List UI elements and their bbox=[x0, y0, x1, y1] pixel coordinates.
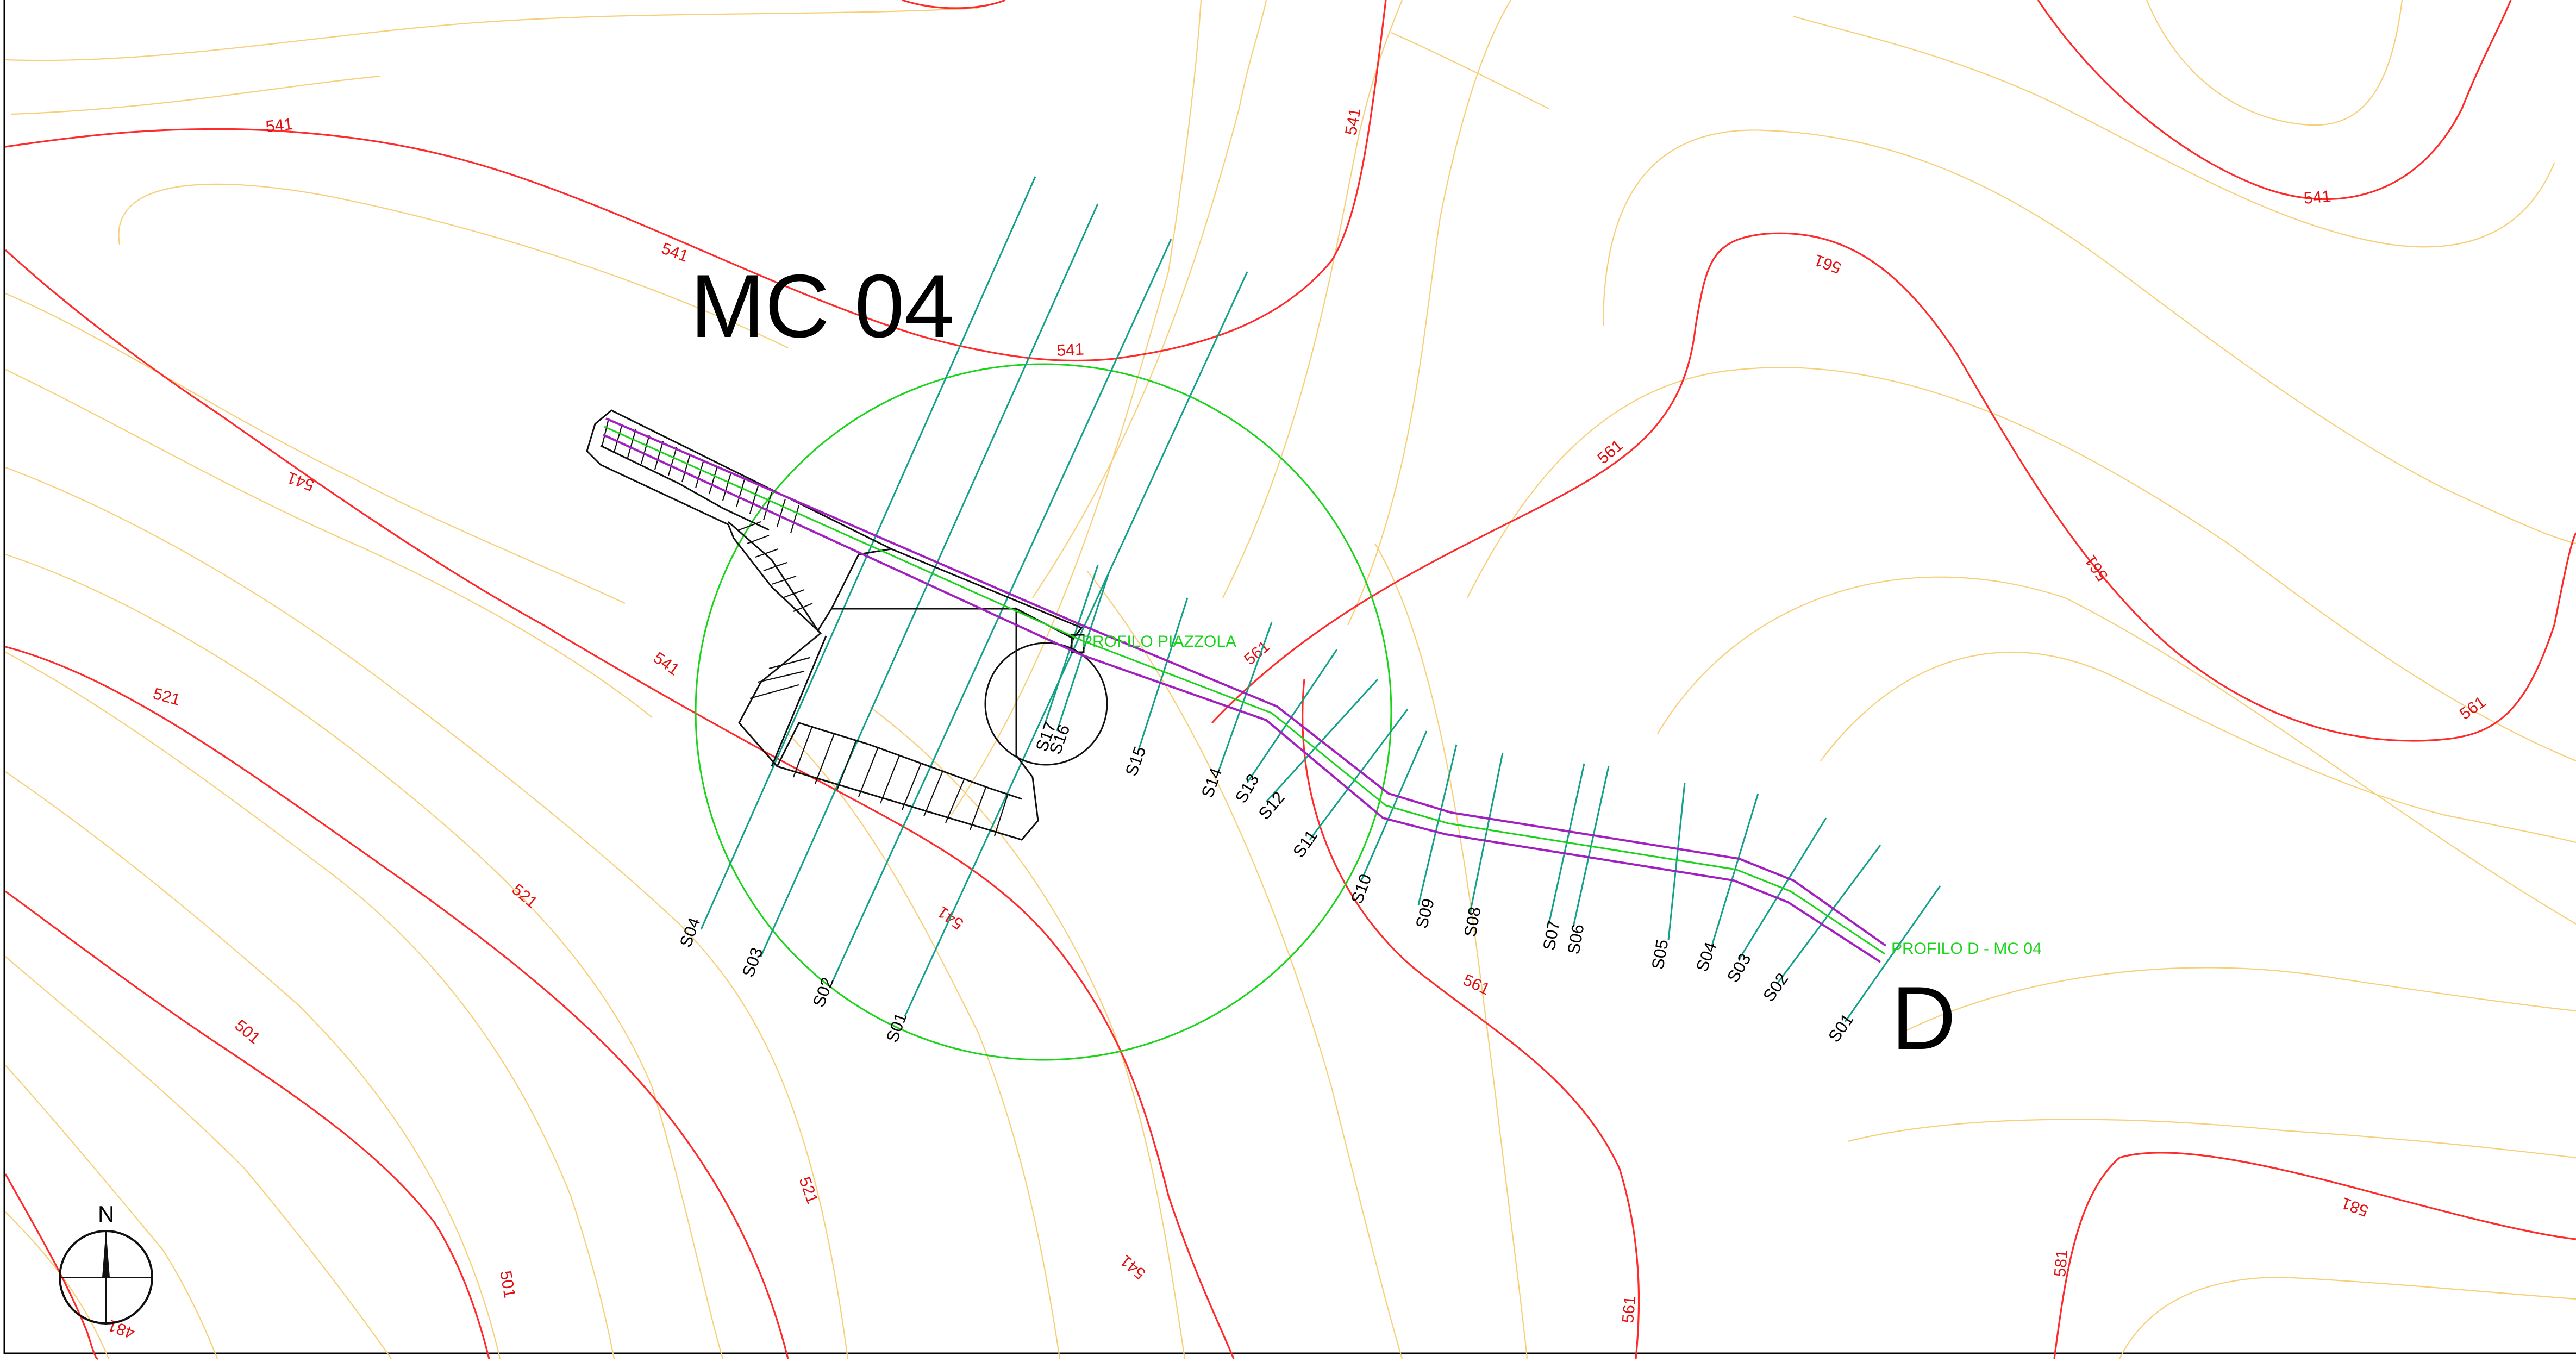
section-label: S02 bbox=[1759, 970, 1792, 1005]
section-label: S10 bbox=[1347, 872, 1375, 907]
section-label: S09 bbox=[1412, 896, 1438, 930]
section-label: S07 bbox=[1539, 919, 1563, 952]
platform-structure bbox=[586, 409, 1108, 841]
contour-label: 541 bbox=[285, 468, 316, 494]
section-label: S03 bbox=[1723, 950, 1755, 985]
contour-label: 541 bbox=[1056, 340, 1085, 360]
contour-label: 561 bbox=[1594, 436, 1627, 467]
section-label: S04 bbox=[1692, 940, 1721, 975]
contour-label: 581 bbox=[2339, 1194, 2371, 1220]
section-label: S14 bbox=[1198, 766, 1226, 801]
section-label: S12 bbox=[1255, 788, 1289, 823]
north-arrow: N bbox=[59, 1201, 153, 1325]
contour-label: 521 bbox=[151, 685, 182, 709]
section-line bbox=[830, 239, 1172, 984]
contour-label: 541 bbox=[1117, 1251, 1149, 1282]
section-line bbox=[1309, 709, 1409, 840]
section-line bbox=[1042, 565, 1099, 729]
contour-label: 561 bbox=[1619, 1295, 1639, 1324]
contour-label: 541 bbox=[2303, 188, 2332, 208]
section-label: S01 bbox=[1824, 1010, 1857, 1046]
contour-label: 541 bbox=[1342, 107, 1364, 136]
contour-label: 581 bbox=[2051, 1249, 2071, 1278]
profile-title: D bbox=[1891, 968, 1956, 1068]
section-label: S15 bbox=[1122, 744, 1150, 779]
profile-piazzola-label: PROFILO PIAZZOLA bbox=[1081, 633, 1236, 651]
minor-contours bbox=[5, 0, 2576, 1359]
contour-label: 501 bbox=[232, 1016, 264, 1047]
profile-section-labels: S14 S13 S12 S11 S10 S09 S08 S07 S06 S05 … bbox=[1198, 766, 1858, 1046]
section-label: S04 bbox=[676, 915, 704, 950]
profile-sections bbox=[1216, 622, 1941, 1022]
section-line bbox=[1246, 649, 1338, 783]
map-frame bbox=[3, 0, 2576, 1354]
contour-label: 541 bbox=[265, 115, 293, 136]
section-line bbox=[1548, 763, 1585, 925]
section-label: S06 bbox=[1564, 923, 1587, 955]
section-line bbox=[760, 203, 1099, 957]
section-line bbox=[1469, 752, 1504, 914]
section-line bbox=[1844, 885, 1941, 1022]
profile-d-label: PROFILO D - MC 04 bbox=[1891, 940, 2042, 958]
contour-label: 561 bbox=[1812, 251, 1843, 277]
contour-labels: 541 541 541 541 541 541 541 541 521 521 … bbox=[105, 107, 2489, 1342]
major-contours bbox=[4, 0, 2576, 1360]
road-profile-d bbox=[603, 417, 1887, 963]
section-line bbox=[1667, 782, 1686, 941]
section-label: S08 bbox=[1460, 905, 1484, 938]
section-line bbox=[1216, 622, 1273, 775]
contour-label: 521 bbox=[509, 880, 541, 911]
piazzola-section-labels: S04 S03 S02 S01 S17 S16 S15 bbox=[676, 720, 1150, 1045]
section-line bbox=[1137, 597, 1189, 751]
section-label: S13 bbox=[1231, 771, 1263, 806]
section-label: S01 bbox=[883, 1010, 911, 1045]
contour-label: 501 bbox=[496, 1269, 518, 1299]
section-label: S02 bbox=[809, 975, 837, 1010]
north-label: N bbox=[98, 1201, 114, 1227]
section-line bbox=[1776, 845, 1881, 984]
site-title: MC 04 bbox=[690, 256, 954, 356]
contour-label: 561 bbox=[2456, 693, 2489, 723]
contour-label: 521 bbox=[795, 1175, 821, 1206]
section-line bbox=[904, 271, 1248, 1017]
contour-label: 541 bbox=[650, 649, 683, 679]
section-line bbox=[1360, 730, 1428, 881]
section-line bbox=[1417, 744, 1458, 905]
site-circle bbox=[695, 363, 1392, 1061]
contour-label: 561 bbox=[1460, 971, 1492, 998]
section-label: S05 bbox=[1648, 938, 1672, 971]
section-label: S03 bbox=[739, 945, 767, 980]
